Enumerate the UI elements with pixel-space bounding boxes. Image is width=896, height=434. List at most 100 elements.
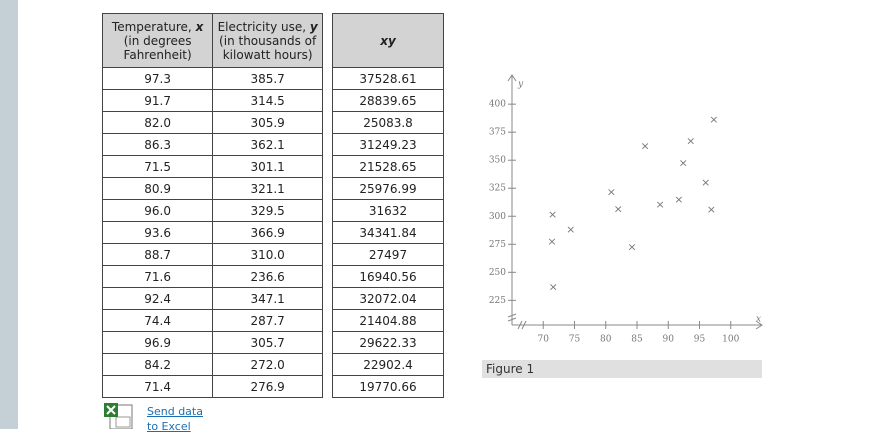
cell: 310.0 bbox=[212, 243, 323, 266]
point: × bbox=[707, 203, 716, 216]
cell: 86.3 bbox=[101, 133, 214, 156]
point: × bbox=[566, 223, 575, 236]
cell: 16940.56 bbox=[332, 265, 444, 288]
row: 82.0 305.9 bbox=[101, 111, 323, 134]
cell: 362.1 bbox=[212, 133, 323, 156]
header: xy bbox=[332, 13, 444, 68]
cell: 93.6 bbox=[101, 221, 214, 244]
header: Temperature, x (in degrees Fahrenheit) bbox=[101, 13, 214, 68]
y-break bbox=[507, 313, 517, 322]
y-tick-label: 275 bbox=[489, 240, 506, 250]
cell: 32072.04 bbox=[332, 287, 444, 310]
x-tick-label: 90 bbox=[663, 335, 675, 345]
cell: 21528.65 bbox=[332, 155, 444, 178]
point: × bbox=[627, 241, 636, 254]
cell: 96.0 bbox=[101, 199, 214, 222]
cell: 82.0 bbox=[101, 111, 214, 134]
point: × bbox=[548, 208, 557, 221]
row: 97.3 385.7 bbox=[101, 67, 323, 90]
row: 22902.4 bbox=[332, 353, 444, 376]
y-arrow bbox=[507, 74, 517, 82]
cell: 305.9 bbox=[212, 111, 323, 134]
cell: 91.7 bbox=[101, 89, 214, 112]
point: × bbox=[641, 140, 650, 153]
row: 37528.61 bbox=[332, 67, 444, 90]
row: 25083.8 bbox=[332, 111, 444, 134]
point: × bbox=[686, 134, 695, 147]
figure-caption: Figure 1 bbox=[482, 360, 762, 378]
row: 96.0 329.5 bbox=[101, 199, 323, 222]
cell: 71.6 bbox=[101, 265, 214, 288]
cell: 347.1 bbox=[212, 287, 323, 310]
sidebar bbox=[0, 0, 18, 429]
row: 88.7 310.0 bbox=[101, 243, 323, 266]
row: 71.4 276.9 bbox=[101, 375, 323, 398]
cell: 71.4 bbox=[101, 375, 214, 398]
header-var: x bbox=[195, 19, 204, 34]
cell: 276.9 bbox=[212, 375, 323, 398]
cell: 28839.65 bbox=[332, 89, 444, 112]
row: 19770.66 bbox=[332, 375, 444, 398]
row: 93.6 366.9 bbox=[101, 221, 323, 244]
excel-link[interactable]: Send data to Excel bbox=[147, 405, 203, 433]
header-text: xy bbox=[380, 33, 396, 48]
y-tick-label: 400 bbox=[489, 100, 506, 110]
cell: 84.2 bbox=[101, 353, 214, 376]
y-axis-label: y bbox=[517, 80, 524, 90]
x-tick-label: 75 bbox=[569, 335, 581, 345]
excel-icon[interactable] bbox=[104, 403, 136, 429]
point: × bbox=[656, 198, 665, 211]
y-tick-label: 375 bbox=[489, 128, 506, 138]
row: 80.9 321.1 bbox=[101, 177, 323, 200]
row: 84.2 272.0 bbox=[101, 353, 323, 376]
row: 31632 bbox=[332, 199, 444, 222]
cell: 97.3 bbox=[101, 67, 214, 90]
header: Electricity use, y (in thousands of kilow… bbox=[212, 13, 323, 68]
row: 31249.23 bbox=[332, 133, 444, 156]
header-note: (in degrees Fahrenheit) bbox=[123, 33, 192, 62]
header-note: (in thousands of kilowatt hours) bbox=[219, 33, 317, 62]
x-tick-label: 70 bbox=[538, 335, 550, 345]
cell: 287.7 bbox=[212, 309, 323, 332]
cell: 329.5 bbox=[212, 199, 323, 222]
cell: 301.1 bbox=[212, 155, 323, 178]
cell: 92.4 bbox=[101, 287, 214, 310]
cell: 385.7 bbox=[212, 67, 323, 90]
cell: 31632 bbox=[332, 199, 444, 222]
row: 32072.04 bbox=[332, 287, 444, 310]
cell: 272.0 bbox=[212, 353, 323, 376]
point: × bbox=[549, 280, 558, 293]
row: 71.5 301.1 bbox=[101, 155, 323, 178]
x-axis-label: x bbox=[756, 315, 761, 325]
row: 71.6 236.6 bbox=[101, 265, 323, 288]
point: × bbox=[614, 203, 623, 216]
cell: 74.4 bbox=[101, 309, 214, 332]
cell: 321.1 bbox=[212, 177, 323, 200]
row: 16940.56 bbox=[332, 265, 444, 288]
x-tick-label: 95 bbox=[694, 335, 706, 345]
row: 91.7 314.5 bbox=[101, 89, 323, 112]
cell: 305.7 bbox=[212, 331, 323, 354]
x-break bbox=[517, 320, 527, 330]
cell: 21404.88 bbox=[332, 309, 444, 332]
row: 96.9 305.7 bbox=[101, 331, 323, 354]
row: 28839.65 bbox=[332, 89, 444, 112]
cell: 37528.61 bbox=[332, 67, 444, 90]
y-tick-label: 325 bbox=[489, 184, 506, 194]
cell: 366.9 bbox=[212, 221, 323, 244]
cell: 31249.23 bbox=[332, 133, 444, 156]
row: 21528.65 bbox=[332, 155, 444, 178]
header-var: y bbox=[309, 19, 318, 34]
cell: 96.9 bbox=[101, 331, 214, 354]
point: × bbox=[701, 176, 710, 189]
cell: 25976.99 bbox=[332, 177, 444, 200]
cell: 27497 bbox=[332, 243, 444, 266]
cell: 22902.4 bbox=[332, 353, 444, 376]
cell: 314.5 bbox=[212, 89, 323, 112]
cell: 29622.33 bbox=[332, 331, 444, 354]
point: × bbox=[709, 113, 718, 126]
row: 74.4 287.7 bbox=[101, 309, 323, 332]
row: 92.4 347.1 bbox=[101, 287, 323, 310]
